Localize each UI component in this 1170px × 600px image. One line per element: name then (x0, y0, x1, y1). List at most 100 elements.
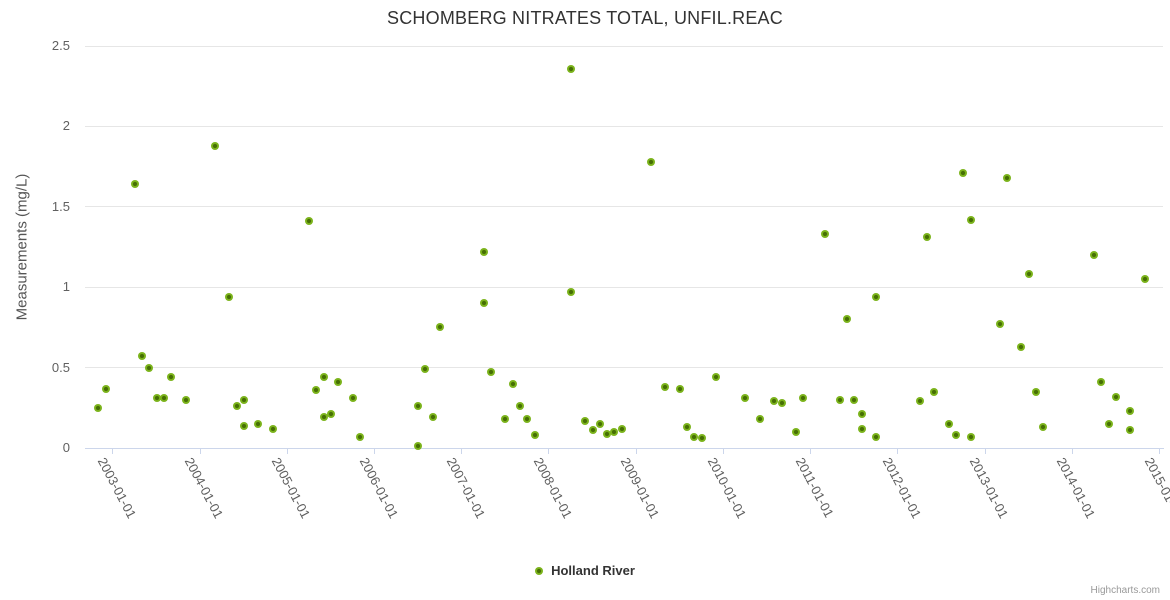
data-point[interactable] (843, 315, 851, 324)
x-axis-tick (723, 449, 724, 454)
data-point[interactable] (966, 432, 975, 441)
data-point[interactable] (966, 215, 975, 224)
data-point[interactable] (792, 427, 801, 436)
highcharts-credits-link[interactable]: Highcharts.com (1090, 585, 1160, 596)
series-marker-icon (535, 566, 544, 575)
data-point[interactable] (530, 431, 539, 440)
data-point[interactable] (138, 352, 146, 361)
data-point[interactable] (1032, 387, 1040, 396)
data-point[interactable] (225, 292, 234, 301)
data-point[interactable] (1104, 419, 1113, 428)
data-point[interactable] (486, 368, 495, 377)
data-point[interactable] (159, 394, 168, 403)
data-point[interactable] (101, 384, 110, 393)
data-point[interactable] (952, 431, 960, 440)
data-point[interactable] (821, 230, 830, 239)
data-point[interactable] (915, 397, 924, 406)
data-point[interactable] (1002, 173, 1011, 182)
data-point[interactable] (930, 387, 939, 396)
data-point[interactable] (1097, 378, 1106, 387)
data-point[interactable] (414, 402, 423, 411)
data-point[interactable] (181, 395, 190, 404)
data-point[interactable] (515, 402, 524, 411)
data-point[interactable] (835, 395, 844, 404)
data-point[interactable] (479, 299, 488, 308)
data-point[interactable] (254, 419, 263, 428)
data-point[interactable] (922, 233, 931, 242)
data-point[interactable] (421, 365, 430, 374)
data-point[interactable] (1017, 342, 1026, 351)
data-point[interactable] (348, 394, 357, 403)
data-point[interactable] (872, 292, 881, 301)
data-point[interactable] (581, 416, 590, 425)
data-point[interactable] (857, 424, 866, 433)
data-point[interactable] (327, 410, 335, 419)
data-point[interactable] (995, 320, 1004, 329)
data-point[interactable] (799, 394, 808, 403)
data-point[interactable] (595, 419, 604, 428)
data-point[interactable] (1141, 275, 1149, 284)
data-point[interactable] (610, 427, 619, 436)
data-point[interactable] (319, 413, 328, 422)
data-point[interactable] (479, 247, 488, 256)
data-point[interactable] (755, 415, 764, 424)
data-point[interactable] (1039, 423, 1048, 432)
x-axis-tick (985, 449, 986, 454)
data-point[interactable] (850, 395, 859, 404)
data-point[interactable] (508, 379, 517, 388)
data-point[interactable] (268, 424, 277, 433)
data-point[interactable] (523, 415, 532, 424)
data-point[interactable] (661, 382, 670, 391)
data-point[interactable] (145, 363, 154, 372)
data-point[interactable] (239, 421, 248, 430)
data-point[interactable] (617, 424, 626, 433)
data-point[interactable] (959, 169, 968, 177)
data-point[interactable] (1126, 426, 1135, 435)
data-point[interactable] (319, 373, 328, 382)
data-point[interactable] (1090, 251, 1099, 259)
data-point[interactable] (741, 394, 750, 403)
data-point[interactable] (646, 157, 655, 166)
data-point[interactable] (501, 415, 510, 424)
data-point[interactable] (588, 426, 597, 435)
data-point[interactable] (210, 141, 219, 150)
data-point[interactable] (1111, 392, 1120, 401)
data-point[interactable] (777, 399, 786, 407)
y-axis-tick-label: 0.5 (51, 359, 70, 375)
legend-item-holland-river[interactable]: Holland River (535, 563, 635, 578)
data-point[interactable] (305, 217, 314, 226)
data-point[interactable] (675, 384, 684, 393)
data-point[interactable] (356, 432, 364, 441)
data-point[interactable] (566, 64, 575, 73)
data-point[interactable] (130, 180, 139, 189)
data-point[interactable] (152, 394, 161, 403)
data-point[interactable] (1024, 270, 1033, 279)
data-point[interactable] (712, 373, 721, 382)
data-point[interactable] (603, 429, 612, 438)
data-point[interactable] (414, 442, 423, 451)
data-point[interactable] (239, 395, 248, 404)
legend-label: Holland River (551, 563, 635, 578)
data-point[interactable] (872, 432, 881, 441)
x-axis-tick-label: 2011-01-01 (792, 455, 837, 520)
data-point[interactable] (770, 397, 779, 406)
data-point[interactable] (1126, 407, 1135, 415)
y-axis-tick-label: 2.5 (51, 38, 70, 53)
data-point[interactable] (312, 386, 321, 395)
y-gridline (85, 126, 1163, 127)
data-point[interactable] (167, 373, 176, 382)
data-point[interactable] (436, 323, 444, 332)
data-point[interactable] (690, 432, 699, 441)
chart-title: SCHOMBERG NITRATES TOTAL, UNFIL.REAC (387, 8, 783, 28)
y-gridline (85, 46, 1163, 47)
data-point[interactable] (94, 403, 103, 412)
data-point[interactable] (683, 423, 692, 432)
data-point[interactable] (232, 402, 241, 411)
y-axis-tick-label: 2 (62, 118, 70, 134)
data-point[interactable] (334, 378, 343, 387)
data-point[interactable] (857, 410, 866, 419)
data-point[interactable] (428, 413, 437, 422)
data-point[interactable] (697, 434, 706, 443)
data-point[interactable] (566, 288, 575, 296)
data-point[interactable] (944, 419, 953, 428)
